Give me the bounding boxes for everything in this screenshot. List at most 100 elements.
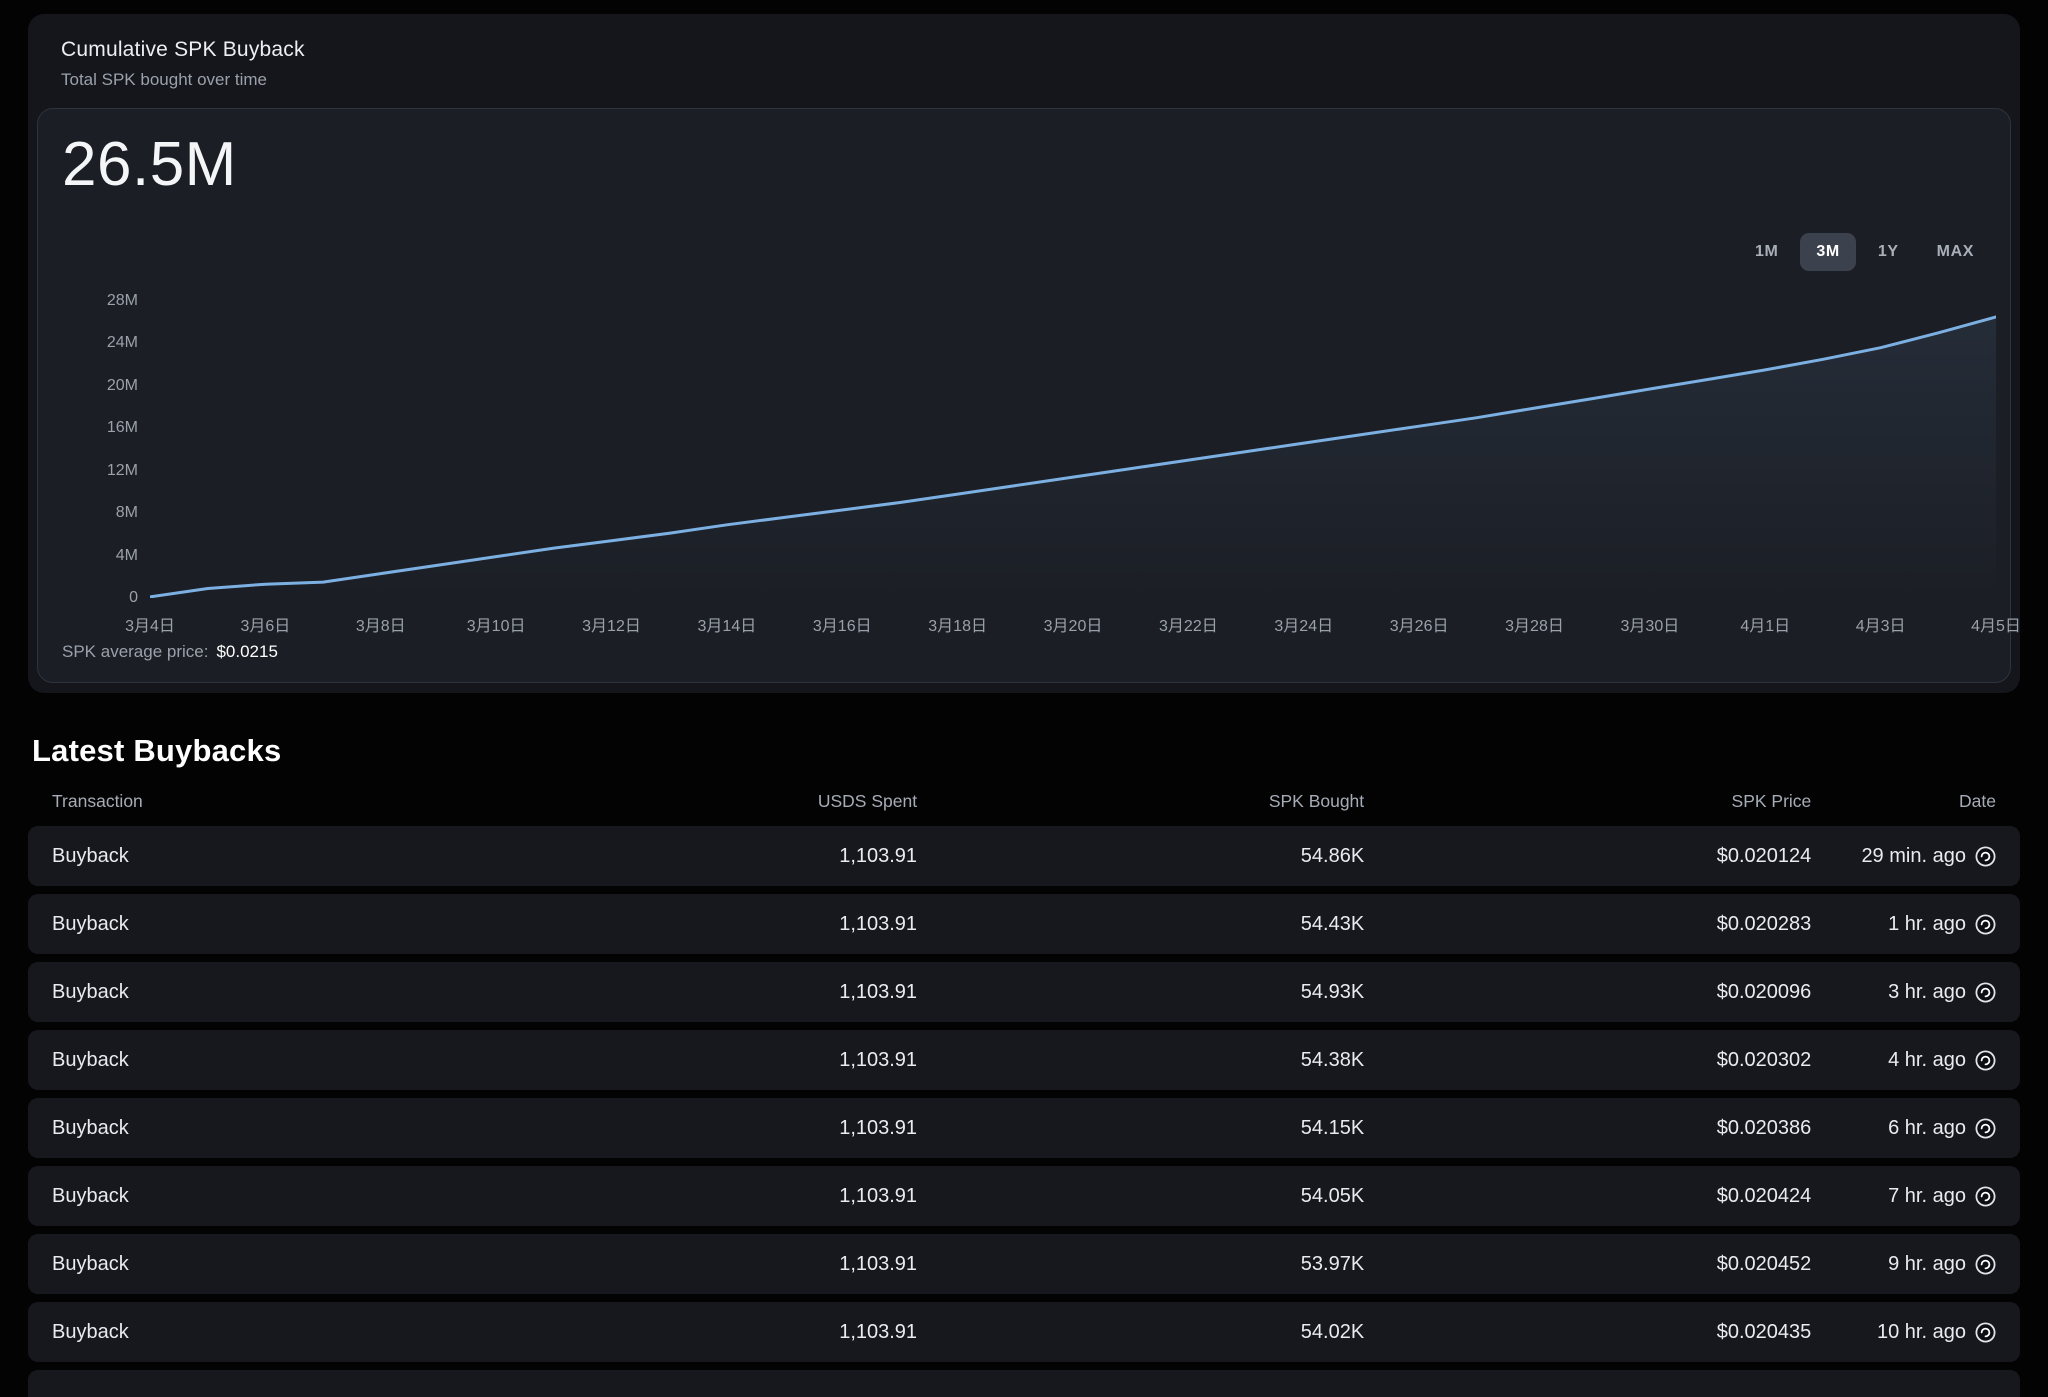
x-axis-label: 3月20日 — [1043, 618, 1103, 635]
cell-usds-spent: 1,103.91 — [839, 844, 918, 867]
y-axis-label: 8M — [115, 504, 138, 522]
x-axis-label: 3月16日 — [812, 618, 872, 635]
column-header-usds-spent: USDS Spent — [817, 791, 918, 811]
date-text: 7 hr. ago — [1888, 1184, 1966, 1207]
date-text: 9 hr. ago — [1888, 1252, 1966, 1275]
cumulative-total-value: 26.5M — [62, 130, 237, 199]
cell-spk-bought: 54.02K — [1300, 1320, 1365, 1343]
range-buttons: 1M 3M 1Y MAX — [1739, 233, 1990, 271]
x-axis-label: 3月8日 — [355, 618, 406, 635]
cell-transaction: Buyback — [52, 912, 129, 935]
cell-transaction: Buyback — [52, 1048, 129, 1071]
cell-transaction: Buyback — [52, 1116, 129, 1139]
table-rows: Buyback 1,103.91 54.86K $0.020124 29 min. ag… — [28, 826, 2020, 1397]
date-text: 4 hr. ago — [1888, 1048, 1966, 1071]
table-row[interactable]: Buyback 1,103.91 54.86K $0.020124 29 min. ag… — [28, 826, 2020, 886]
cell-transaction: Buyback — [52, 1252, 129, 1275]
column-header-spk-bought: SPK Bought — [1268, 791, 1365, 811]
cell-spk-bought: 54.43K — [1300, 912, 1365, 935]
range-button-1y[interactable]: 1Y — [1862, 233, 1915, 271]
x-axis-label: 3月28日 — [1505, 618, 1564, 635]
cell-spk-price: $0.020435 — [1716, 1320, 1812, 1343]
date-text: 6 hr. ago — [1888, 1116, 1966, 1139]
x-axis-label: 3月6日 — [240, 618, 291, 635]
x-axis-label: 3月24日 — [1274, 618, 1334, 635]
x-axis-label: 3月18日 — [928, 618, 987, 635]
cell-spk-bought: 54.86K — [1300, 844, 1365, 867]
spark-logo-icon — [1975, 1186, 1996, 1207]
cell-spk-price: $0.020424 — [1716, 1184, 1812, 1207]
table-row-partial[interactable] — [28, 1370, 2020, 1397]
table-row[interactable]: Buyback 1,103.91 54.93K $0.020096 3 hr. ago — [28, 962, 2020, 1022]
cell-date: 7 hr. ago — [1811, 1185, 1996, 1208]
x-axis-label: 3月12日 — [582, 618, 641, 635]
cell-spk-price: $0.020283 — [1716, 912, 1812, 935]
chart-area-fill — [150, 316, 1996, 598]
date-text: 1 hr. ago — [1888, 912, 1966, 935]
x-axis-label: 3月10日 — [466, 618, 526, 635]
cell-spk-bought: 54.15K — [1300, 1116, 1365, 1139]
cell-usds-spent: 1,103.91 — [839, 1320, 918, 1343]
x-axis: 3月4日 3月6日 3月8日 3月10日 3月12日 3月14日 3月16日 3月18日 3月2… — [125, 598, 2021, 640]
chart-body: 28M 24M 20M 16M 12M 8M 4M 0 — [58, 292, 1996, 606]
table-row[interactable]: Buyback 1,103.91 54.02K $0.020435 10 hr. ago — [28, 1302, 2020, 1362]
cell-usds-spent: 1,103.91 — [839, 1116, 918, 1139]
cell-transaction: Buyback — [52, 1184, 129, 1207]
y-axis-label: 24M — [106, 334, 138, 352]
x-axis-label: 4月5日 — [1971, 618, 2021, 635]
table-row[interactable]: Buyback 1,103.91 54.38K $0.020302 4 hr. ago — [28, 1030, 2020, 1090]
table-row[interactable]: Buyback 1,103.91 54.05K $0.020424 7 hr. ago — [28, 1166, 2020, 1226]
y-axis-label: 4M — [115, 546, 138, 564]
column-header-date: Date — [1958, 791, 1996, 811]
range-button-max[interactable]: MAX — [1921, 233, 1990, 271]
cell-spk-bought: 54.93K — [1300, 980, 1365, 1003]
cell-spk-bought: 54.38K — [1300, 1048, 1365, 1071]
chart-top: 26.5M 1M 3M 1Y MAX — [58, 130, 1996, 277]
range-button-3m[interactable]: 3M — [1800, 233, 1856, 271]
cell-transaction: Buyback — [52, 980, 129, 1003]
spark-logo-icon — [1975, 1050, 1996, 1071]
card-title: Cumulative SPK Buyback — [61, 38, 305, 61]
chart-footer: SPK average price: $0.0215 — [58, 642, 1996, 662]
cell-spk-price: $0.020302 — [1716, 1048, 1812, 1071]
y-axis: 28M 24M 20M 16M 12M 8M 4M 0 — [58, 292, 150, 606]
cell-spk-bought: 53.97K — [1300, 1252, 1365, 1275]
section-title: Latest Buybacks — [32, 733, 282, 768]
avg-price-label: SPK average price: — [62, 642, 209, 661]
cell-spk-price: $0.020386 — [1716, 1116, 1812, 1139]
card-subtitle: Total SPK bought over time — [61, 70, 268, 89]
table-header: Transaction USDS Spent SPK Bought SPK Price… — [28, 791, 2020, 812]
cell-usds-spent: 1,103.91 — [839, 912, 918, 935]
cell-usds-spent: 1,103.91 — [839, 1048, 918, 1071]
cell-date: 9 hr. ago — [1811, 1253, 1996, 1276]
y-axis-label: 28M — [106, 292, 138, 309]
cumulative-buyback-card: Cumulative SPK Buyback Total SPK bought … — [28, 14, 2021, 693]
cell-date: 1 hr. ago — [1811, 913, 1996, 936]
spark-logo-icon — [1975, 1322, 1996, 1343]
line-chart — [150, 301, 1996, 598]
cell-date: 10 hr. ago — [1811, 1321, 1996, 1344]
range-button-1m[interactable]: 1M — [1739, 233, 1794, 271]
y-axis-label: 0 — [129, 589, 138, 606]
spark-logo-icon — [1975, 1254, 1996, 1275]
chart-line — [150, 317, 1996, 597]
x-axis-label: 3月22日 — [1159, 618, 1218, 635]
date-text: 10 hr. ago — [1876, 1320, 1966, 1343]
y-axis-label: 12M — [106, 461, 138, 479]
cell-spk-price: $0.020452 — [1716, 1252, 1812, 1275]
cell-date: 6 hr. ago — [1811, 1117, 1996, 1140]
table-row[interactable]: Buyback 1,103.91 53.97K $0.020452 9 hr. ago — [28, 1234, 2020, 1294]
date-text: 3 hr. ago — [1888, 980, 1966, 1003]
cell-spk-price: $0.020124 — [1716, 844, 1812, 867]
plot-area[interactable] — [150, 301, 1996, 598]
table-row[interactable]: Buyback 1,103.91 54.43K $0.020283 1 hr. ago — [28, 894, 2020, 954]
avg-price-value: $0.0215 — [216, 642, 278, 661]
latest-buybacks-section: Latest Buybacks Transaction USDS Spent SPK… — [28, 733, 2020, 1397]
spark-logo-icon — [1975, 914, 1996, 935]
x-axis-label: 3月30日 — [1620, 618, 1680, 635]
cell-transaction: Buyback — [52, 1320, 129, 1343]
table-row[interactable]: Buyback 1,103.91 54.15K $0.020386 6 hr. ago — [28, 1098, 2020, 1158]
spark-logo-icon — [1975, 1118, 1996, 1139]
cell-transaction: Buyback — [52, 844, 129, 867]
